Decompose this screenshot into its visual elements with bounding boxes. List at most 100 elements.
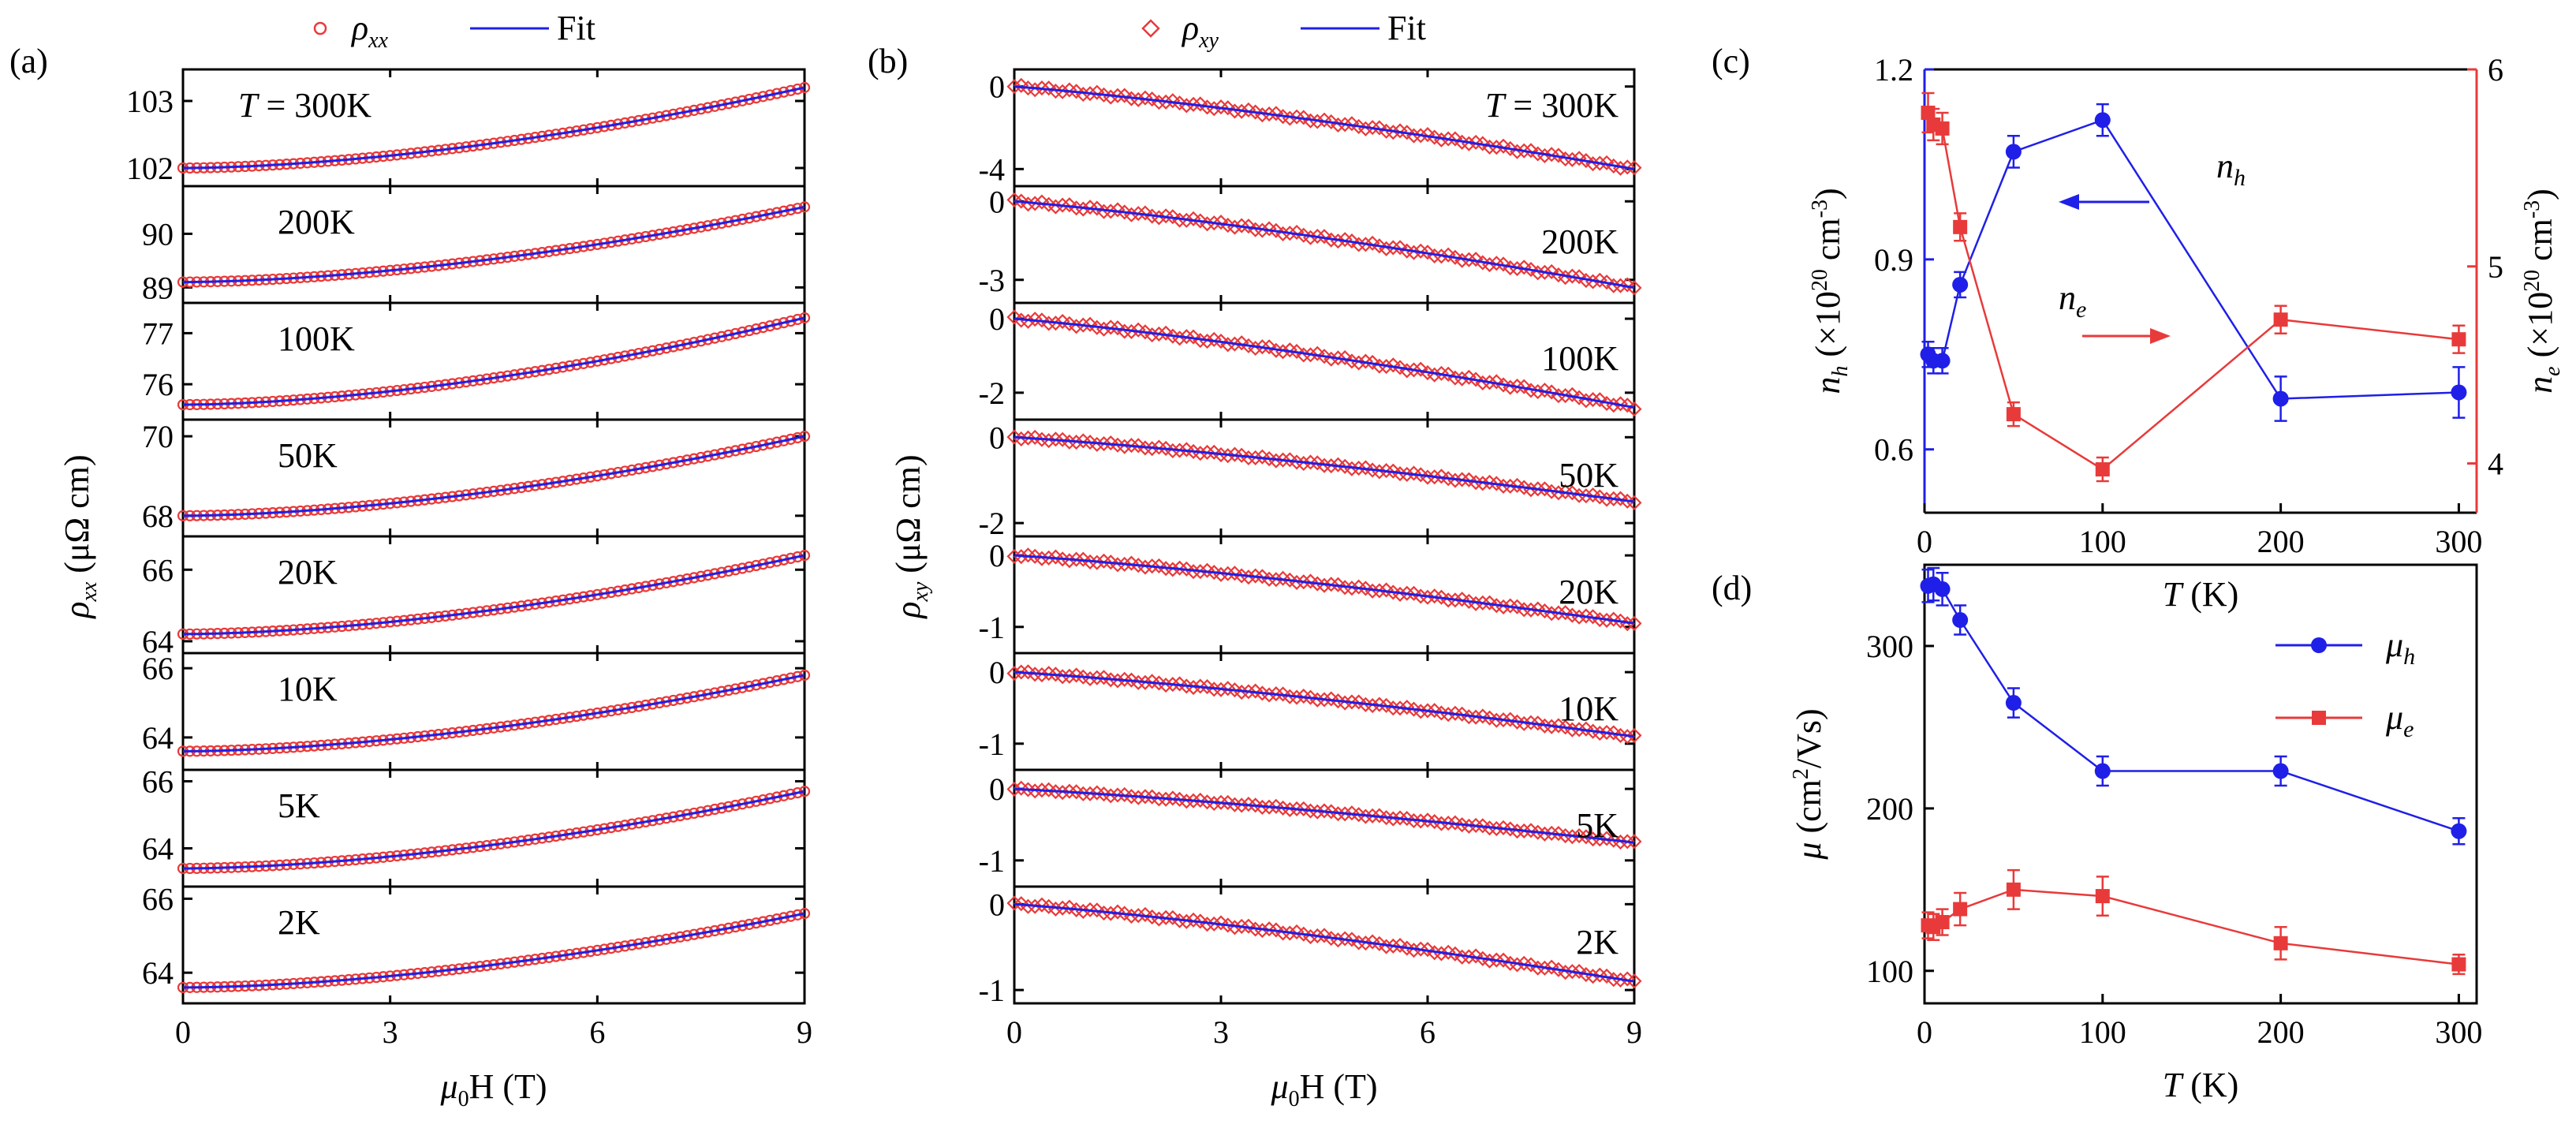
data-point bbox=[1213, 215, 1229, 230]
data-point bbox=[1110, 320, 1126, 336]
data-point bbox=[2451, 957, 2466, 972]
data-point bbox=[1440, 816, 1456, 831]
data-point bbox=[1261, 106, 1277, 122]
data-point bbox=[1268, 106, 1284, 121]
y-tick-label: 64 bbox=[142, 624, 174, 659]
data-point bbox=[1495, 712, 1511, 728]
data-point bbox=[1344, 694, 1360, 710]
data-point bbox=[1055, 197, 1070, 213]
data-point bbox=[1014, 193, 1029, 209]
y-axis-label: ρxy (μΩ cm) bbox=[889, 454, 933, 619]
data-point bbox=[1337, 349, 1353, 366]
data-point bbox=[1372, 935, 1387, 951]
data-point bbox=[1585, 609, 1601, 625]
y-tick-label: -3 bbox=[979, 263, 1005, 298]
x-tick-label: 200 bbox=[2257, 524, 2305, 559]
data-point bbox=[1165, 909, 1181, 925]
data-point bbox=[1626, 973, 1642, 989]
data-point bbox=[1158, 325, 1174, 341]
data-point bbox=[2273, 312, 2288, 327]
data-point bbox=[2273, 935, 2288, 950]
subplot-label: 2K bbox=[1576, 923, 1618, 962]
data-point bbox=[2272, 763, 2289, 779]
data-point bbox=[1440, 366, 1456, 382]
x-tick-label: 6 bbox=[1420, 1014, 1435, 1050]
y-tick-label: 64 bbox=[142, 831, 174, 867]
subplot-label: T = 300K bbox=[1485, 86, 1618, 125]
data-point bbox=[1330, 350, 1346, 366]
x-axis-label: T (K) bbox=[2163, 575, 2239, 614]
data-point bbox=[1626, 615, 1642, 631]
legend-marker bbox=[2312, 711, 2326, 725]
subplot-label: 50K bbox=[1559, 456, 1618, 495]
data-point bbox=[1516, 143, 1532, 159]
data-point bbox=[1226, 336, 1243, 352]
data-point bbox=[1564, 387, 1580, 402]
data-point bbox=[1952, 276, 1969, 293]
subplot-label: 100K bbox=[1541, 339, 1618, 378]
data-point bbox=[1413, 361, 1428, 377]
data-point bbox=[1089, 902, 1105, 918]
data-point bbox=[1089, 200, 1105, 216]
data-point bbox=[1564, 964, 1580, 980]
data-point bbox=[1495, 952, 1511, 968]
y-tick-label: 103 bbox=[126, 84, 174, 119]
data-point bbox=[1578, 152, 1594, 169]
data-point bbox=[1934, 581, 1951, 597]
data-point bbox=[1234, 335, 1249, 351]
data-point bbox=[1185, 329, 1201, 345]
subplot-5k: 64 66 5K bbox=[142, 764, 811, 888]
y-tick-label: 64 bbox=[142, 720, 174, 756]
data-point bbox=[1082, 786, 1098, 801]
y-axis-label-right: ne (×1020 cm-3) bbox=[2520, 189, 2565, 394]
subplot-2k: 0 -1 2K bbox=[979, 885, 1642, 1008]
data-point bbox=[1309, 228, 1325, 245]
subplot-50k: 68 70 50K bbox=[142, 418, 811, 538]
x-tick-label: 0 bbox=[1006, 1014, 1022, 1050]
y-tick-label-right: 4 bbox=[2488, 446, 2503, 482]
data-point bbox=[1268, 686, 1284, 702]
subplot-t300k: 102 103 T = 300K bbox=[126, 68, 811, 188]
data-point bbox=[1399, 585, 1415, 601]
subplot-label: T = 300K bbox=[238, 86, 371, 125]
data-point bbox=[1626, 280, 1642, 296]
data-point bbox=[1544, 263, 1559, 279]
data-point bbox=[1440, 131, 1456, 147]
data-point bbox=[1241, 918, 1256, 934]
fit-line bbox=[1014, 787, 1635, 844]
data-point bbox=[1096, 435, 1112, 452]
data-point bbox=[1254, 339, 1270, 355]
data-point bbox=[1935, 121, 1950, 136]
data-point bbox=[1193, 913, 1208, 929]
data-point bbox=[1041, 80, 1057, 96]
subplot-label: 5K bbox=[278, 786, 320, 825]
fit-line bbox=[183, 205, 805, 284]
subplot-label: 20K bbox=[278, 553, 338, 592]
data-point bbox=[1344, 932, 1360, 947]
arrowhead-ne bbox=[2150, 328, 2171, 344]
y-tick-label: -2 bbox=[979, 506, 1005, 541]
data-point bbox=[1606, 725, 1622, 741]
data-point bbox=[1268, 222, 1284, 238]
data-point bbox=[1392, 360, 1408, 375]
subplot-label: 10K bbox=[278, 670, 338, 708]
fit-line bbox=[182, 554, 805, 636]
fit-line bbox=[1014, 85, 1635, 170]
data-point bbox=[1953, 902, 1968, 917]
data-point bbox=[2094, 763, 2111, 779]
data-point bbox=[1137, 205, 1153, 221]
data-point bbox=[1468, 252, 1484, 267]
data-point bbox=[1344, 116, 1360, 132]
data-point bbox=[2005, 695, 2022, 711]
data-point bbox=[1619, 834, 1635, 850]
legend-marker bbox=[1141, 19, 1160, 38]
x-tick-label: 0 bbox=[1917, 524, 1932, 559]
data-point bbox=[1289, 343, 1305, 360]
subplot-frame bbox=[1013, 885, 1636, 1005]
data-point bbox=[1137, 324, 1153, 340]
data-point bbox=[1953, 219, 1968, 234]
subplot-t300k: 0 -4 T = 300K bbox=[979, 68, 1642, 188]
x-tick-label: 3 bbox=[383, 1014, 398, 1050]
data-point bbox=[1014, 664, 1029, 680]
